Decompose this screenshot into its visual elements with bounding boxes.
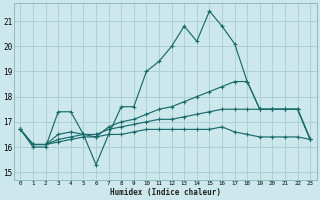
X-axis label: Humidex (Indice chaleur): Humidex (Indice chaleur) <box>110 188 221 197</box>
